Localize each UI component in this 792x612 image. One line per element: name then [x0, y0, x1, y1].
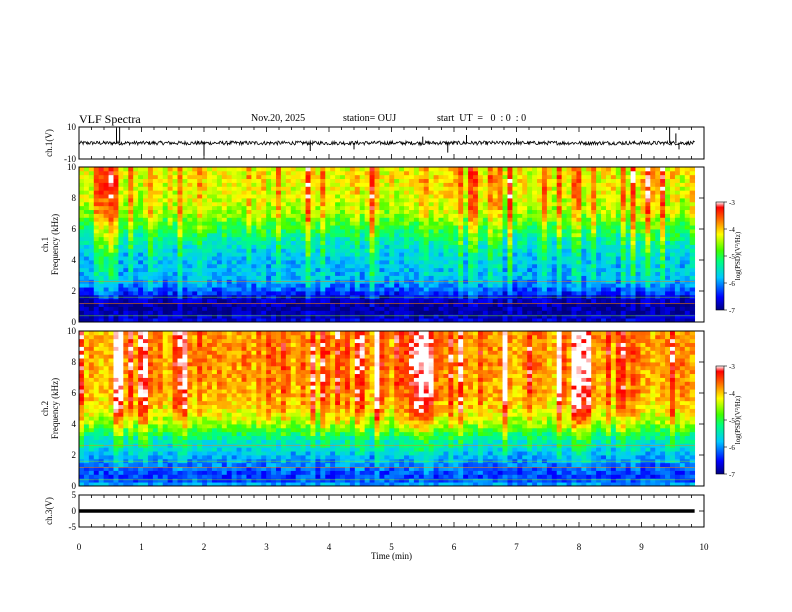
xtick-5: 5 — [389, 542, 394, 552]
ch2-spectrogram-ytick-2: 4 — [72, 419, 77, 429]
xtick-6: 6 — [452, 542, 457, 552]
ch1-waveform-trace — [78, 139, 695, 147]
ch2-spectrogram-ytick-0: 0 — [72, 481, 77, 491]
date-label: Nov.20, 2025 — [251, 113, 306, 124]
colorbar-ch2-spectrogram-label: log(PSD)(V²/Hz) — [734, 395, 742, 444]
ch1-spectrogram-ylabel-0: ch.1 — [40, 237, 50, 252]
ch2-spectrogram-ytick-5: 10 — [67, 326, 77, 336]
ch3-waveform-ytick-0: 5 — [72, 490, 77, 500]
colorbar-ch2-spectrogram-tick-1: -4 — [729, 390, 735, 398]
ch2-spectrogram-ytick-1: 2 — [72, 450, 77, 460]
ch2-spectrogram-cells — [79, 331, 696, 487]
ch1-waveform-ytick-1: -10 — [64, 154, 76, 164]
ch1-spectrogram-ytick-4: 8 — [72, 193, 77, 203]
ch2-spectrogram-ylabel-0: ch.2 — [40, 401, 50, 416]
colorbar-ch2-spectrogram-scale — [715, 365, 725, 475]
xtick-8: 8 — [577, 542, 582, 552]
colorbar-ch1-spectrogram-tick-2: -5 — [729, 253, 735, 261]
station-label: station= OUJ — [343, 113, 397, 124]
ch1-spectrogram-cells — [79, 167, 696, 323]
colorbar-ch1-spectrogram-tick-1: -4 — [729, 226, 735, 234]
panel-ch2-spectrogram: 0 2 4 6 8 10 ch.2 Frequency (kHz) — [40, 326, 705, 491]
xtick-7: 7 — [514, 542, 519, 552]
panel-ch1-spectrogram: 0 2 4 6 8 10 ch.1 Frequency (kHz) — [40, 162, 705, 327]
ch1-spectrogram-ytick-5: 10 — [67, 162, 77, 172]
xtick-1: 1 — [139, 542, 144, 552]
x-axis-label: Time (min) — [371, 551, 412, 561]
colorbar-ch2-spectrogram-tick-3: -6 — [729, 444, 735, 452]
colorbar-ch1-spectrogram-tick-0: -3 — [729, 199, 735, 207]
start-time-label: start UT = 0 : 0 : 0 — [437, 113, 527, 124]
ch1-waveform-ytick-0: 10 — [67, 122, 77, 132]
ch2-spectrogram-ytick-3: 6 — [72, 388, 77, 398]
xtick-2: 2 — [202, 542, 207, 552]
colorbar-ch1-spectrogram: -3 -4 -5 -6 -7 log(PSD)(V²/Hz) — [715, 199, 742, 315]
xtick-9: 9 — [639, 542, 644, 552]
colorbar-ch1-spectrogram-scale — [715, 201, 725, 311]
xtick-0: 0 — [77, 542, 82, 552]
ch3-waveform-ytick-2: -5 — [69, 522, 77, 532]
panel-ch1-waveform: 10 -10 ch.1(V) — [44, 122, 705, 164]
colorbar-ch1-spectrogram-tick-3: -6 — [729, 280, 735, 288]
ch3-waveform-ylabel-0: ch.3(V) — [44, 497, 54, 525]
ch3-waveform-ytick-1: 0 — [72, 506, 77, 516]
colorbar-ch2-spectrogram-tick-2: -5 — [729, 417, 735, 425]
ch1-waveform-ylabel-0: ch.1(V) — [44, 129, 54, 157]
ch1-spectrogram-ytick-0: 0 — [72, 317, 77, 327]
ch2-spectrogram-ytick-4: 8 — [72, 357, 77, 367]
ch1-spectrogram-ytick-3: 6 — [72, 224, 77, 234]
chart-title: VLF Spectra — [79, 112, 141, 126]
xtick-4: 4 — [327, 542, 332, 552]
colorbar-ch1-spectrogram-tick-4: -7 — [729, 307, 735, 315]
colorbar-ch2-spectrogram-tick-0: -3 — [729, 363, 735, 371]
colorbar-ch1-spectrogram-label: log(PSD)(V²/Hz) — [734, 231, 742, 280]
ch1-spectrogram-ytick-1: 2 — [72, 286, 77, 296]
colorbar-ch2-spectrogram-tick-4: -7 — [729, 471, 735, 479]
colorbar-ch2-spectrogram: -3 -4 -5 -6 -7 log(PSD)(V²/Hz) — [715, 363, 742, 479]
ch1-spectrogram-ylabel-1: Frequency (kHz) — [50, 214, 60, 275]
ch2-spectrogram-ylabel-1: Frequency (kHz) — [50, 378, 60, 439]
xtick-3: 3 — [264, 542, 269, 552]
xtick-10: 10 — [700, 542, 710, 552]
ch1-spectrogram-ytick-2: 4 — [72, 255, 77, 265]
panel-ch3-waveform: 5 0 -5 ch.3(V) — [44, 490, 705, 532]
